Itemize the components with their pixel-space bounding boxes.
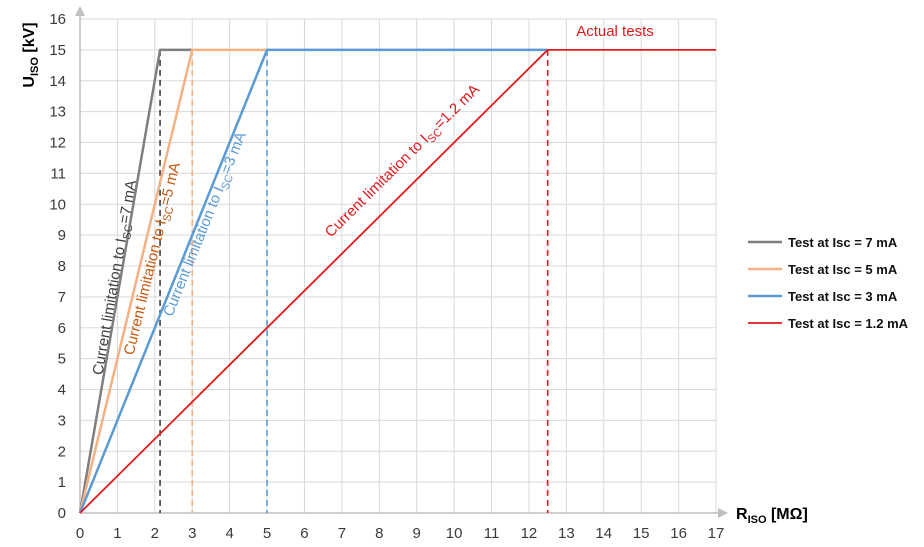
legend-entry-3: Test at Isc = 1.2 mA bbox=[788, 316, 909, 331]
y-tick-label-15: 15 bbox=[49, 42, 66, 59]
x-tick-label-16: 16 bbox=[670, 525, 687, 542]
y-tick-label-3: 3 bbox=[58, 412, 66, 429]
legend-entry-0: Test at Isc = 7 mA bbox=[788, 235, 898, 250]
y-tick-label-2: 2 bbox=[58, 443, 66, 460]
y-tick-label-9: 9 bbox=[58, 227, 66, 244]
x-tick-label-4: 4 bbox=[225, 525, 233, 542]
y-tick-label-12: 12 bbox=[49, 135, 66, 152]
legend-entry-1: Test at Isc = 5 mA bbox=[788, 262, 898, 277]
series-line-0 bbox=[78, 48, 193, 514]
y-tick-label-14: 14 bbox=[49, 73, 66, 90]
y-tick-label-16: 16 bbox=[49, 11, 66, 28]
x-tick-label-5: 5 bbox=[263, 525, 271, 542]
y-tick-label-0: 0 bbox=[58, 505, 66, 522]
y-tick-label-4: 4 bbox=[58, 382, 66, 399]
y-tick-label-8: 8 bbox=[58, 258, 66, 275]
y-tick-label-13: 13 bbox=[49, 104, 66, 121]
annotation-3: Current limitation to ISC=1.2 mA bbox=[322, 81, 485, 243]
x-tick-label-15: 15 bbox=[633, 525, 650, 542]
y-tick-label-7: 7 bbox=[58, 289, 66, 306]
y-tick-label-11: 11 bbox=[50, 165, 66, 182]
x-tick-label-3: 3 bbox=[188, 525, 196, 542]
x-tick-label-14: 14 bbox=[595, 525, 612, 542]
y-axis-arrowhead bbox=[75, 6, 85, 16]
series-line-3 bbox=[79, 48, 716, 514]
x-tick-label-7: 7 bbox=[338, 525, 346, 542]
y-tick-label-6: 6 bbox=[58, 320, 66, 337]
y-tick-label-5: 5 bbox=[58, 351, 66, 368]
x-tick-label-1: 1 bbox=[113, 525, 121, 542]
x-axis-title: RISO [MΩ] bbox=[736, 506, 808, 526]
x-axis-arrowhead bbox=[718, 508, 728, 518]
y-tick-label-1: 1 bbox=[58, 474, 66, 491]
x-tick-label-2: 2 bbox=[151, 525, 159, 542]
annotation-4: Actual tests bbox=[576, 23, 654, 40]
x-tick-label-0: 0 bbox=[76, 525, 84, 542]
x-tick-label-10: 10 bbox=[446, 525, 463, 542]
x-tick-label-9: 9 bbox=[413, 525, 421, 542]
y-tick-label-10: 10 bbox=[49, 196, 66, 213]
x-tick-label-17: 17 bbox=[708, 525, 725, 542]
y-axis-title: UISO [kV] bbox=[21, 22, 41, 87]
legend-entry-2: Test at Isc = 3 mA bbox=[788, 289, 898, 304]
x-tick-label-6: 6 bbox=[300, 525, 308, 542]
series-line-2 bbox=[78, 48, 548, 514]
x-tick-label-13: 13 bbox=[558, 525, 575, 542]
annotation-2: Current limitation to ISC=3 mA bbox=[160, 129, 252, 320]
x-tick-label-11: 11 bbox=[484, 525, 500, 542]
x-tick-label-12: 12 bbox=[521, 525, 538, 542]
series-line-1 bbox=[78, 48, 268, 514]
x-tick-label-8: 8 bbox=[375, 525, 383, 542]
